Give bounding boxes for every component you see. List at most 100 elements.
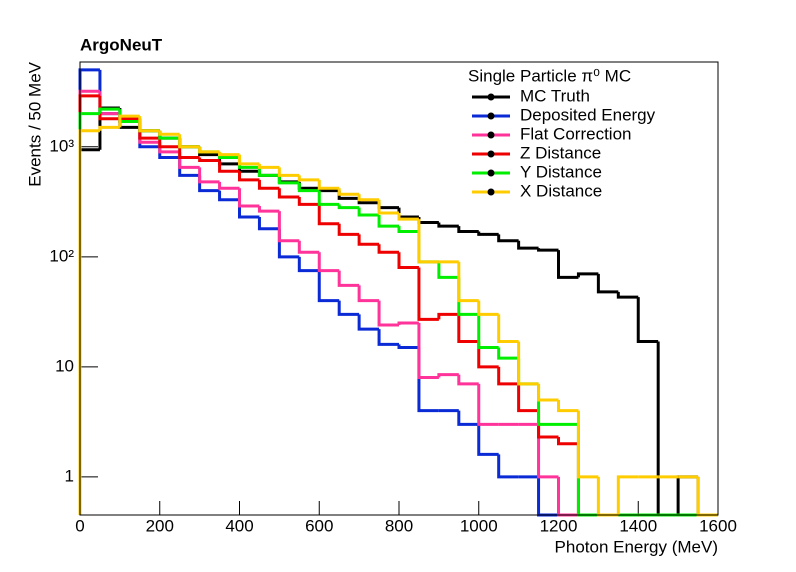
legend-label: Z Distance <box>520 143 601 162</box>
histogram-step <box>497 234 519 243</box>
histogram-step <box>297 182 320 193</box>
histogram-step <box>297 181 320 190</box>
histogram-step <box>317 179 340 190</box>
histogram-step <box>277 188 300 199</box>
histogram-step <box>118 114 140 128</box>
histogram-step <box>437 373 459 378</box>
x-tick-label: 1200 <box>540 516 578 535</box>
histogram-step <box>317 270 340 303</box>
histogram-step <box>636 297 659 343</box>
histogram-step <box>417 231 439 264</box>
histogram-step <box>198 146 220 154</box>
histogram-step <box>357 285 380 303</box>
histogram-step <box>397 213 419 221</box>
legend-marker <box>487 131 495 139</box>
histogram-step <box>317 252 340 273</box>
histogram-step <box>337 223 360 236</box>
histogram-step <box>537 248 559 252</box>
histogram-step <box>257 217 280 231</box>
histogram-step <box>158 130 180 136</box>
histogram-step <box>437 222 459 228</box>
histogram-step <box>477 300 499 316</box>
histogram-step <box>98 125 120 131</box>
histogram-step <box>277 175 300 185</box>
histogram-step <box>576 424 599 517</box>
histogram-step <box>337 300 360 316</box>
histogram-step <box>417 347 439 413</box>
y-tick-label: 10² <box>49 246 74 265</box>
x-tick-label: 800 <box>385 516 413 535</box>
histogram-step <box>297 240 320 254</box>
histogram-step <box>676 475 699 515</box>
histogram-step <box>78 89 100 515</box>
y-axis-label: Events / 50 MeV <box>25 61 44 186</box>
histogram-step <box>377 199 399 215</box>
histogram-step <box>497 454 519 479</box>
histogram-step <box>596 273 619 294</box>
x-tick-label: 200 <box>146 516 174 535</box>
y-tick-label: 1 <box>65 466 74 485</box>
histogram-step <box>198 167 220 184</box>
histogram-step <box>397 321 419 326</box>
histogram-step <box>417 217 439 225</box>
histogram-step <box>238 154 260 166</box>
x-tick-label: 600 <box>305 516 333 535</box>
histogram-step <box>78 68 100 515</box>
x-tick-label: 1400 <box>619 516 657 535</box>
x-tick-label: 1000 <box>460 516 498 535</box>
legend-marker <box>487 93 495 101</box>
histogram-step <box>397 207 419 219</box>
histogram-step <box>78 148 100 515</box>
histogram-step <box>257 167 280 177</box>
histogram-step <box>357 314 380 331</box>
histogram-step <box>457 374 479 386</box>
histogram-step <box>397 344 419 349</box>
histogram-step <box>238 199 260 219</box>
histogram-step <box>158 138 180 149</box>
histogram-step <box>257 205 280 213</box>
histogram-step <box>656 341 679 517</box>
histogram-step <box>696 476 718 517</box>
histogram-step <box>437 312 459 320</box>
histogram-step <box>198 157 220 163</box>
histogram-step <box>337 270 360 287</box>
histogram-step <box>277 211 300 243</box>
histogram-step <box>138 118 160 140</box>
histogram-step <box>576 410 599 479</box>
histogram-step <box>337 204 360 210</box>
x-tick-label: 0 <box>75 516 84 535</box>
histogram-step <box>357 207 380 217</box>
histogram-step <box>357 234 380 246</box>
legend-label: MC Truth <box>520 86 590 105</box>
legend-title: Single Particle π⁰ MC <box>468 66 631 85</box>
histogram-step <box>377 202 399 210</box>
histogram-step <box>257 163 280 169</box>
histogram-step <box>377 329 399 346</box>
histogram-step <box>517 383 539 413</box>
histogram-step <box>297 175 320 182</box>
histogram-step <box>497 314 519 343</box>
histogram-step <box>616 475 639 515</box>
histogram-step <box>437 261 459 279</box>
histogram-step <box>297 196 320 206</box>
y-tick-label: 10³ <box>49 136 74 155</box>
histogram-step <box>457 410 479 426</box>
histogram-step <box>477 383 499 426</box>
legend-label: X Distance <box>520 181 602 200</box>
histogram-step <box>537 476 559 517</box>
histogram-step <box>277 167 300 177</box>
histogram-step <box>98 107 120 114</box>
histogram-step <box>417 323 439 379</box>
histogram-step <box>317 190 340 206</box>
histogram-step <box>517 341 539 386</box>
legend-marker <box>487 169 495 177</box>
histogram-step <box>238 171 260 182</box>
histogram-step <box>537 383 559 426</box>
histogram-step <box>417 219 439 264</box>
histogram-step <box>417 267 439 321</box>
legend-marker <box>487 188 495 196</box>
histogram-step <box>517 358 539 386</box>
histogram-step <box>477 424 499 456</box>
x-tick-label: 1600 <box>699 516 737 535</box>
